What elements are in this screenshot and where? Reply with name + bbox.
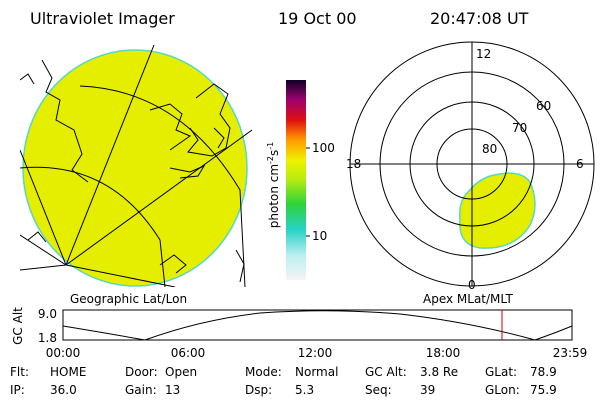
mlt-label: 6 [576,157,584,171]
footer-label: Mode: [245,365,282,379]
footer-label: Seq: [365,383,392,397]
timeline-xtick: 06:00 [171,346,206,360]
polar-plot [349,41,595,287]
footer-label: GLat: [485,365,517,379]
panel-label: Apex MLat/MLT [423,292,513,306]
mlt-label: 12 [476,47,491,61]
timeline-xtick: 12:00 [298,346,333,360]
footer-value: 13 [165,383,180,397]
timeline-xtick: 00:00 [46,346,81,360]
timeline-frame [62,309,573,341]
footer-label: IP: [10,383,25,397]
footer-value: 3.8 Re [420,365,458,379]
altitude-curve [62,310,573,341]
geo-map [20,45,252,287]
panel-label: Geographic Lat/Lon [70,292,187,306]
footer-label: Flt: [10,365,29,379]
date: 19 Oct 00 [278,9,357,28]
mlat-label: 60 [536,99,551,113]
mlt-label: 0 [468,278,476,292]
footer-value: Open [165,365,197,379]
footer-value: 78.9 [530,365,557,379]
color-bar [286,80,306,280]
mlt-label: 18 [346,157,361,171]
footer-label: GLon: [485,383,520,397]
color-tick-label: 10 [312,229,327,243]
title: Ultraviolet Imager [30,9,175,28]
footer-value: 5.3 [295,383,314,397]
footer-label: Dsp: [245,383,272,397]
mlat-label: 80 [482,142,497,156]
footer-value: HOME [50,365,86,379]
footer-value: 39 [420,383,435,397]
footer-value: Normal [295,365,338,379]
timeline-ytick: 1.8 [38,331,57,345]
footer-label: Door: [125,365,158,379]
timeline-xtick: 18:00 [426,346,461,360]
footer-value: 75.9 [530,383,557,397]
mlat-label: 70 [512,121,527,135]
timeline-axis-label: GC Alt [11,307,25,345]
color-tick-label: 100 [312,141,335,155]
footer-label: Gain: [125,383,157,397]
timeline-ytick: 9.0 [38,307,57,321]
footer-value: 36.0 [50,383,77,397]
footer: Flt: HOME Door: Open Mode: Normal GC Alt: 3.8 R… [10,365,557,397]
color-bar-label: photon cm-2s-1 [266,142,281,229]
timeline-xtick: 23:59 [553,346,588,360]
time: 20:47:08 UT [430,9,529,28]
footer-label: GC Alt: [365,365,407,379]
